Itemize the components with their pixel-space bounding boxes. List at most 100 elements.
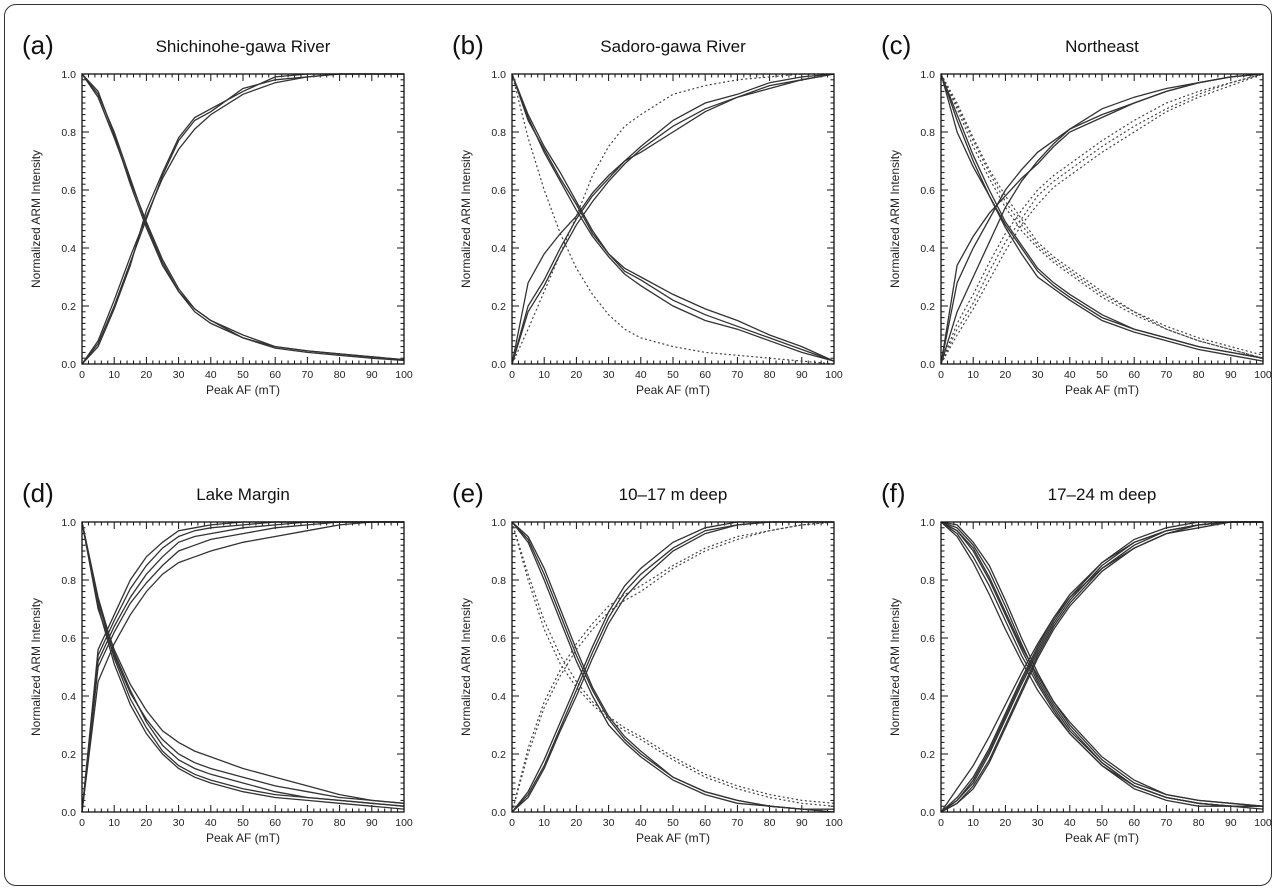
x-tick-label: 30 (173, 369, 185, 381)
y-tick-label: 1.0 (491, 69, 506, 81)
panel-f-series-6-line (940, 521, 1264, 807)
x-tick-label: 90 (796, 817, 808, 829)
panel-c-series-12-line (940, 73, 1264, 365)
x-tick-label: 70 (732, 817, 744, 829)
panel-f: (f) 17–24 m deep 0 10 20 30 40 50 60 70 80 90 100 0.0… (881, 478, 1272, 845)
x-tick-label: 20 (1000, 817, 1012, 829)
y-tick-label: 0.6 (920, 185, 935, 197)
x-tick-label: 0 (509, 817, 515, 829)
x-tick-label: 100 (395, 369, 413, 381)
x-tick-label: 20 (141, 369, 153, 381)
panel-e: (e) 10–17 m deep 0 10 20 30 40 50 60 70 80 90 100 0.0… (452, 478, 843, 845)
panel-f-plot-area (940, 521, 1264, 813)
x-tick-label: 80 (334, 817, 346, 829)
x-tick-label: 100 (1254, 369, 1272, 381)
panel-d-y-axis-label: Normalized ARM Intensity (29, 598, 43, 736)
panel-b-x-axis-label: Peak AF (mT) (636, 383, 710, 397)
x-tick-label: 50 (667, 817, 679, 829)
x-tick-label: 50 (1096, 369, 1108, 381)
panel-e-series-5-line (511, 521, 835, 807)
y-tick-label: 0.8 (920, 575, 935, 587)
panel-b-letter: (b) (452, 30, 484, 60)
x-tick-label: 80 (764, 369, 776, 381)
y-tick-label: 0.8 (61, 127, 76, 139)
x-tick-label: 0 (79, 369, 85, 381)
panel-b-series-2-line (511, 73, 835, 362)
panel-a-letter: (a) (22, 30, 54, 60)
panel-e-y-axis-label: Normalized ARM Intensity (459, 598, 473, 736)
panel-c-series-5-line (940, 73, 1264, 359)
x-tick-label: 100 (825, 817, 843, 829)
y-tick-label: 0.4 (61, 243, 76, 255)
panel-a-series-2-line (81, 73, 405, 362)
panel-f-letter: (f) (881, 478, 906, 508)
x-tick-label: 90 (366, 817, 378, 829)
panel-d-series-7-line (81, 521, 404, 813)
x-tick-label: 30 (603, 369, 615, 381)
panel-c-title: Northeast (1065, 37, 1139, 56)
panel-a-series-4-line (81, 73, 404, 365)
x-tick-label: 30 (1032, 369, 1044, 381)
y-tick-label: 0.2 (61, 749, 76, 761)
panel-c-series-4-line (940, 73, 1264, 356)
panel-d-series-1-line (81, 521, 405, 804)
panel-f-series-10-line (940, 521, 1263, 813)
x-tick-label: 40 (205, 369, 217, 381)
x-tick-label: 0 (509, 369, 515, 381)
x-tick-label: 80 (334, 369, 346, 381)
y-tick-label: 0.4 (61, 691, 76, 703)
x-tick-label: 60 (1128, 817, 1140, 829)
x-tick-label: 90 (366, 369, 378, 381)
panel-e-plot-area (511, 521, 835, 813)
x-tick-label: 70 (1161, 369, 1173, 381)
y-tick-label: 0.0 (920, 359, 935, 371)
x-tick-label: 0 (938, 369, 944, 381)
panel-e-series-10-line (511, 521, 835, 813)
panel-d-series-2-line (81, 521, 405, 804)
x-tick-label: 60 (269, 817, 281, 829)
y-tick-label: 1.0 (61, 517, 76, 529)
panel-a-series-6-line (81, 73, 404, 365)
x-tick-label: 40 (1064, 817, 1076, 829)
panel-c-series-8-line (940, 73, 1264, 365)
y-tick-label: 0.0 (61, 807, 76, 819)
y-tick-label: 1.0 (61, 69, 76, 81)
panel-b-plot-area (511, 73, 835, 365)
panel-c-series-3-line (940, 73, 1264, 359)
x-tick-label: 100 (1254, 817, 1272, 829)
panel-b: (b) Sadoro-gawa River 0 10 20 30 40 50 60 70 80 90 1… (452, 30, 843, 397)
panel-b-ticks (511, 73, 835, 365)
x-tick-label: 60 (699, 817, 711, 829)
panel-d-series-4-line (81, 521, 405, 807)
x-tick-label: 80 (1193, 817, 1205, 829)
panel-e-series-7-line (511, 521, 834, 813)
panel-f-x-axis-label: Peak AF (mT) (1065, 831, 1139, 845)
x-tick-label: 10 (538, 369, 550, 381)
panel-d: (d) Lake Margin 0 10 20 30 40 50 60 70 80 90 100 0.0 0… (22, 478, 413, 845)
x-tick-label: 40 (1064, 369, 1076, 381)
panel-f-series-12-line (940, 521, 1263, 813)
panel-e-series-9-line (511, 521, 835, 813)
panel-c-series-1-line (940, 73, 1264, 359)
y-tick-label: 0.6 (920, 633, 935, 645)
panel-e-series-2-line (511, 521, 834, 810)
x-tick-label: 10 (108, 369, 120, 381)
panel-a-x-axis-label: Peak AF (mT) (206, 383, 280, 397)
panel-a-series-5-line (81, 73, 404, 365)
y-tick-label: 0.6 (61, 633, 76, 645)
x-tick-label: 80 (1193, 369, 1205, 381)
panel-e-title: 10–17 m deep (619, 485, 728, 504)
x-tick-label: 70 (302, 817, 314, 829)
y-tick-label: 0.2 (920, 749, 935, 761)
panel-b-series-7-line (511, 73, 835, 365)
panel-d-series-3-line (81, 521, 405, 807)
y-tick-label: 0.6 (61, 185, 76, 197)
panel-d-series-5-line (81, 521, 405, 810)
y-tick-label: 0.8 (61, 575, 76, 587)
x-tick-label: 60 (1128, 369, 1140, 381)
panel-c-series-9-line (940, 73, 1264, 365)
panel-f-title: 17–24 m deep (1048, 485, 1157, 504)
x-tick-label: 50 (667, 369, 679, 381)
panel-b-title: Sadoro-gawa River (600, 37, 746, 56)
panel-c-series-2-line (940, 73, 1264, 362)
